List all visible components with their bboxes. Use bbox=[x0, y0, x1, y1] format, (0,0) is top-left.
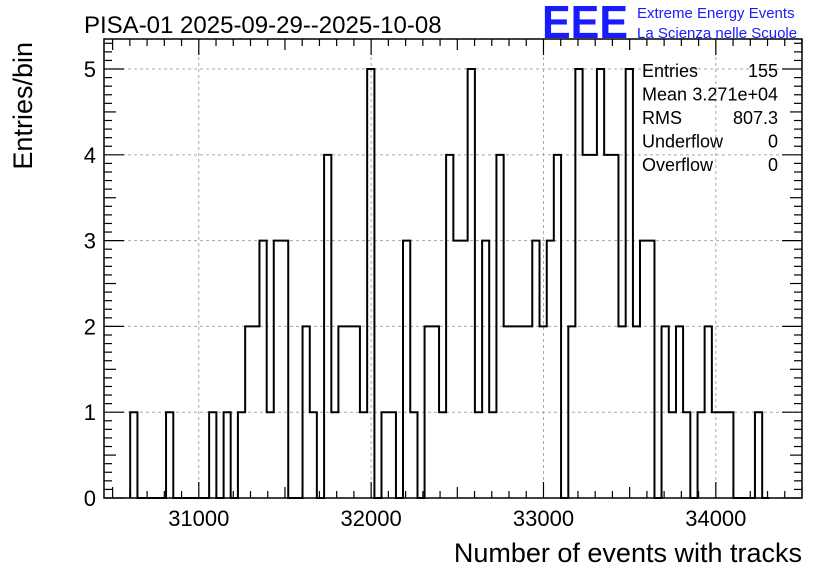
x-tick-label: 33000 bbox=[513, 506, 574, 531]
y-tick-label: 1 bbox=[84, 400, 96, 425]
logo-line-2: La Scienza nelle Scuole bbox=[637, 25, 797, 42]
x-tick-label: 32000 bbox=[341, 506, 402, 531]
stats-label: Entries bbox=[642, 61, 698, 81]
tick-labels: 31000 32000 33000 34000 0 1 2 3 4 5 bbox=[84, 57, 747, 531]
eee-logo: EEE Extreme Energy Events La Scienza nel… bbox=[542, 0, 797, 48]
y-tick-label: 4 bbox=[84, 143, 96, 168]
stats-value: 0 bbox=[768, 132, 778, 152]
stats-label: RMS bbox=[642, 108, 682, 128]
stats-value: 155 bbox=[748, 61, 778, 81]
plot-frame bbox=[103, 38, 803, 499]
y-tick-label: 3 bbox=[84, 229, 96, 254]
y-tick-label: 0 bbox=[84, 486, 96, 511]
stats-value: 807.3 bbox=[733, 108, 778, 128]
logo-line-1: Extreme Energy Events bbox=[637, 5, 795, 22]
stats-label: Mean bbox=[642, 85, 687, 105]
y-tick-label: 2 bbox=[84, 314, 96, 339]
eee-logo-mark: EEE bbox=[542, 0, 628, 48]
stats-box: Entries 155 Mean 3.271e+04 RMS 807.3 Underflow… bbox=[642, 61, 778, 175]
stats-label: Underflow bbox=[642, 132, 724, 152]
chart-title: PISA-01 2025-09-29--2025-10-08 bbox=[84, 12, 442, 39]
stats-value: 3.271e+04 bbox=[692, 85, 778, 105]
histogram-series bbox=[129, 68, 770, 499]
stats-label: Overflow bbox=[642, 155, 714, 175]
x-axis-label: Number of events with tracks bbox=[454, 538, 802, 568]
histogram-line bbox=[129, 68, 770, 499]
x-tick-label: 31000 bbox=[168, 506, 229, 531]
x-tick-label: 34000 bbox=[685, 506, 746, 531]
y-tick-label: 5 bbox=[84, 57, 96, 82]
stats-value: 0 bbox=[768, 155, 778, 175]
axis-ticks bbox=[104, 39, 803, 499]
y-axis-label: Entries/bin bbox=[8, 42, 38, 170]
